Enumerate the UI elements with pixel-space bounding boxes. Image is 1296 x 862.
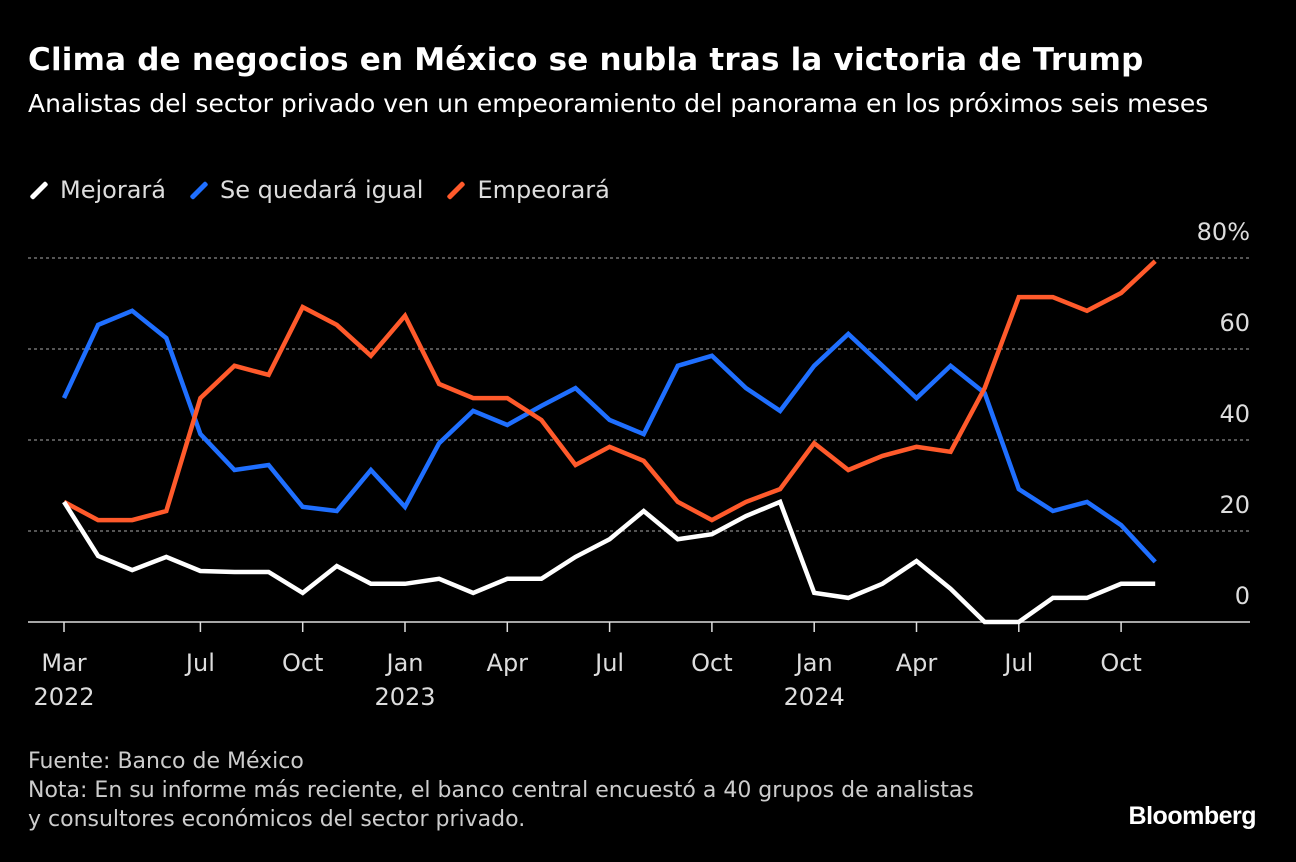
x-tick-label: Mar	[41, 649, 86, 677]
legend-item-mejorara: Mejorará	[28, 176, 166, 204]
x-tick-label: Jan	[385, 649, 424, 677]
x-tick-label: Jan	[794, 649, 833, 677]
x-tick-label: Oct	[1100, 649, 1142, 677]
series-line-mejorará	[62, 498, 1156, 625]
legend-item-empeorara: Empeorará	[445, 176, 610, 204]
x-tick-label: Jul	[593, 649, 624, 677]
y-tick-label: 80%	[1197, 218, 1250, 246]
legend-label: Empeorará	[477, 176, 610, 204]
legend-label: Mejorará	[60, 176, 166, 204]
x-tick-year: 2023	[374, 683, 435, 711]
series-line-empeorará	[62, 259, 1157, 523]
legend-label: Se quedará igual	[219, 176, 424, 204]
x-tick-year: 2022	[33, 683, 94, 711]
x-tick-label: Oct	[691, 649, 733, 677]
y-tick-label: 20	[1219, 491, 1250, 519]
x-tick-label: Apr	[487, 649, 529, 677]
series-line-se-quedará-igual	[61, 308, 1157, 564]
legend: Mejorará Se quedará igual Empeorará	[28, 176, 610, 204]
chart-title: Clima de negocios en México se nubla tra…	[28, 42, 1144, 78]
legend-item-igual: Se quedará igual	[188, 176, 423, 204]
note-text: Nota: En su informe más reciente, el ban…	[28, 778, 974, 832]
x-tick-label: Jul	[1002, 649, 1033, 677]
y-tick-label: 0	[1235, 582, 1250, 610]
x-tick-label: Apr	[896, 649, 938, 677]
y-tick-label: 60	[1219, 309, 1250, 337]
chart-subtitle: Analistas del sector privado ven un empe…	[28, 89, 1209, 118]
source-text: Fuente: Banco de México	[28, 749, 304, 774]
x-tick-label: Jul	[184, 649, 215, 677]
footer: Fuente: Banco de México Nota: En su info…	[28, 747, 988, 834]
x-tick-label: Oct	[282, 649, 324, 677]
bloomberg-logo: Bloomberg	[1128, 802, 1257, 830]
y-tick-label: 40	[1219, 400, 1250, 428]
x-tick-year: 2024	[784, 683, 845, 711]
